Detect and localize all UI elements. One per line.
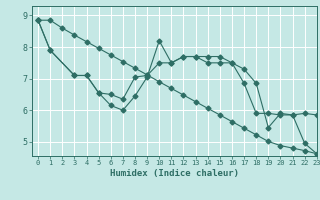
X-axis label: Humidex (Indice chaleur): Humidex (Indice chaleur) <box>110 169 239 178</box>
